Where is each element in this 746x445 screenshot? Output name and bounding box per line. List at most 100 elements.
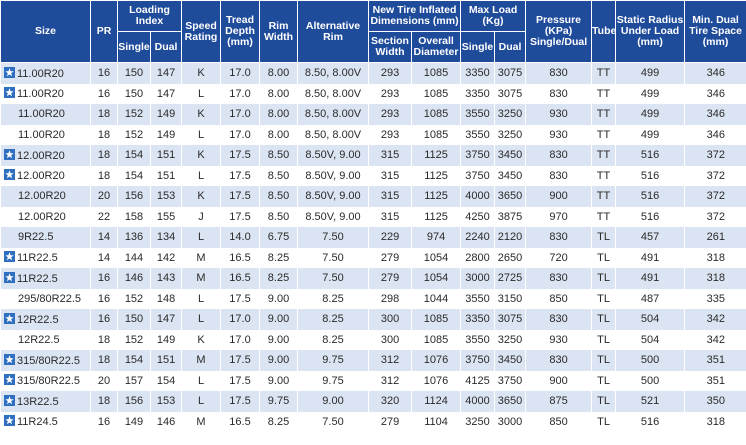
table-cell: 3750: [460, 165, 495, 186]
size-text: 295/80R22.5: [18, 292, 81, 305]
table-cell: 17.5: [220, 186, 260, 207]
table-cell: 372: [684, 206, 746, 227]
table-cell: 830: [525, 350, 592, 371]
table-cell: 279: [368, 411, 412, 432]
table-cell: 346: [684, 83, 746, 104]
table-row: 295/80R22.5 16 152 148 L 17.5 9.00 8.25 298 1044 3…: [0, 288, 746, 309]
table-cell: 8.00: [259, 104, 298, 125]
column-subheader: Section Width: [368, 31, 413, 63]
table-cell: 830: [525, 309, 592, 330]
tire-spec-table: Size PR Loading Index Speed Rating Tread Dep…: [0, 0, 746, 432]
table-cell: 142: [149, 247, 182, 268]
column-subheader: Dual: [494, 31, 527, 63]
table-cell: 146: [117, 268, 151, 289]
column-header: Min. Dual Tire Space (mm): [684, 0, 746, 63]
table-cell: 346: [684, 124, 746, 145]
header-row: Size PR Loading Index Speed Rating Tread Dep…: [0, 0, 746, 63]
size-text: 12.00R20: [18, 190, 66, 203]
table-cell: 9.75: [259, 391, 298, 412]
table-cell: 150: [117, 62, 151, 84]
size-text: 13R22.5: [17, 395, 59, 408]
table-cell: 17.0: [220, 309, 260, 330]
table-cell: 17.5: [220, 288, 260, 309]
size-text: 11.00R20: [17, 67, 64, 80]
table-cell: 499: [615, 124, 685, 145]
table-cell: 850: [525, 288, 592, 309]
table-cell: 22: [90, 206, 118, 227]
table-cell: 1076: [411, 370, 461, 391]
table-cell: 9.75: [297, 350, 369, 371]
table-cell: 8.50: [259, 186, 298, 207]
table-cell: 1076: [411, 350, 461, 371]
table-cell: TT: [591, 104, 616, 125]
column-header: Static Radius Under Load (mm): [615, 0, 686, 63]
table-cell: 342: [684, 329, 746, 350]
table-cell: 500: [615, 370, 685, 391]
table-cell: 16.5: [220, 411, 260, 432]
table-cell: 229: [368, 227, 412, 248]
table-cell: TT: [591, 124, 616, 145]
table-cell: 1104: [411, 411, 461, 432]
size-text: 11.00R20: [17, 88, 64, 101]
size-cell: 12.00R20: [0, 165, 91, 186]
table-cell: 3550: [460, 124, 495, 145]
table-cell: 1124: [411, 391, 461, 412]
size-cell: 11R22.5: [0, 268, 91, 289]
table-cell: 154: [117, 350, 151, 371]
table-cell: 18: [90, 391, 118, 412]
table-cell: 153: [149, 186, 182, 207]
table-row: 11R22.5 16 146 143 M 16.5 8.25 7.50 279 1054 3000 2…: [0, 268, 746, 289]
table-cell: 4000: [460, 186, 495, 207]
table-cell: 1125: [411, 206, 461, 227]
table-cell: L: [181, 309, 221, 330]
table-cell: 875: [525, 391, 592, 412]
table-cell: TL: [591, 247, 616, 268]
table-cell: 830: [525, 227, 592, 248]
header-subrow: Single Dual Section Width Overall Diameter S…: [1, 31, 746, 63]
table-cell: TL: [591, 370, 616, 391]
table-cell: 16.5: [220, 247, 260, 268]
table-cell: 351: [684, 350, 746, 371]
size-text: 12.00R20: [17, 149, 65, 162]
table-cell: 8.50V, 9.00: [297, 145, 369, 166]
size-text: 11R22.5: [17, 252, 58, 265]
table-cell: 152: [117, 124, 151, 145]
table-cell: 318: [684, 247, 746, 268]
table-cell: 3250: [460, 411, 495, 432]
table-cell: 261: [684, 227, 746, 248]
column-header: Tread Depth (mm): [220, 0, 261, 63]
table-cell: 151: [149, 165, 182, 186]
table-cell: 6.75: [259, 227, 298, 248]
table-cell: 144: [117, 247, 151, 268]
table-cell: 152: [117, 329, 151, 350]
table-cell: 315: [368, 145, 412, 166]
table-cell: 3550: [460, 329, 495, 350]
table-body: 11.00R20 16 150 147 K 17.0 8.00 8.50, 8.00V 293 1…: [0, 62, 746, 432]
table-cell: 8.50: [259, 206, 298, 227]
table-cell: 8.00: [259, 83, 298, 104]
table-cell: TL: [591, 391, 616, 412]
table-cell: 16: [90, 268, 118, 289]
table-cell: 154: [149, 370, 182, 391]
table-cell: 1054: [411, 268, 461, 289]
table-cell: 9.75: [297, 370, 369, 391]
table-cell: 312: [368, 370, 412, 391]
table-cell: TT: [591, 186, 616, 207]
table-row: 12R22.5 16 150 147 L 17.0 9.00 8.25 300 1085 3350 3…: [0, 309, 746, 330]
size-cell: 295/80R22.5: [0, 288, 91, 309]
table-cell: 974: [411, 227, 461, 248]
table-cell: 17.0: [220, 83, 260, 104]
table-cell: 156: [117, 186, 151, 207]
table-cell: 830: [525, 62, 592, 84]
table-cell: 9.00: [259, 288, 298, 309]
table-cell: 155: [149, 206, 182, 227]
table-cell: M: [181, 350, 221, 371]
table-cell: 8.25: [297, 309, 369, 330]
table-cell: 146: [149, 411, 182, 432]
table-cell: 7.50: [297, 247, 369, 268]
size-text: 11.00R20: [18, 108, 65, 121]
table-cell: 3450: [494, 145, 526, 166]
column-header: Pressure (KPa) Single/Dual: [525, 0, 593, 63]
table-cell: 830: [525, 165, 592, 186]
table-cell: 152: [117, 104, 151, 125]
